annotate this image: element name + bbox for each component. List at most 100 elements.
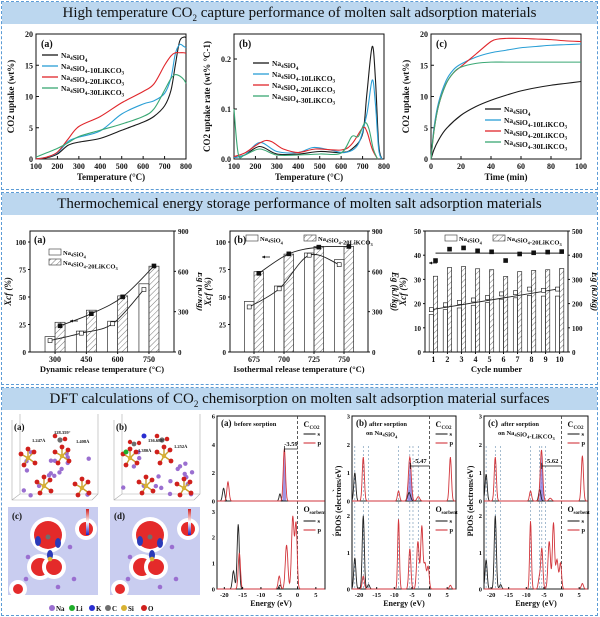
y-tick-label: 50 xyxy=(414,228,422,236)
atom-o xyxy=(181,476,187,482)
panel-note: before sorption xyxy=(234,421,277,428)
text-span: 4 xyxy=(281,75,284,81)
series-line-2 xyxy=(233,126,379,160)
bar-na4sio4-20likco3 xyxy=(447,267,452,353)
text-span: Na xyxy=(318,236,327,243)
atom-na xyxy=(189,470,195,475)
atom-o xyxy=(25,446,31,452)
fit-line xyxy=(431,288,558,311)
x-axis-label: Energy (eV) xyxy=(250,599,292,608)
text-span: O xyxy=(304,505,310,514)
atom-na xyxy=(67,544,73,550)
atom-na xyxy=(131,464,137,469)
energy-point-filled xyxy=(151,263,157,269)
x-tick-label: 0 xyxy=(429,162,433,171)
plot-frame xyxy=(351,415,457,590)
energy-point-open xyxy=(541,287,546,293)
text-span: Na xyxy=(63,250,72,257)
atom-legend-label: C xyxy=(112,605,117,613)
x-tick-label: 0 xyxy=(296,592,299,599)
y-tick-label: 3 xyxy=(479,414,483,421)
density-negative xyxy=(137,536,143,546)
atom-legend-label: O xyxy=(148,605,154,613)
x-tick-label: 7 xyxy=(516,355,520,364)
atom-legend-label: K xyxy=(96,605,102,613)
y-tick-label: 1 xyxy=(479,550,482,557)
x-tick-label: 750 xyxy=(143,355,155,364)
x-tick-label: -10 xyxy=(522,592,531,599)
panel-label: (a) xyxy=(221,418,232,428)
x-axis-label: Time (min) xyxy=(484,172,527,182)
legend-label: Na4SiO4-10LiKCO3 xyxy=(504,116,568,131)
atom-si xyxy=(161,453,167,459)
text-span: - xyxy=(341,239,343,246)
gap-value: -5.62 xyxy=(545,458,559,465)
pdos-b: -20 -15 -10 -5 0 5 0 1 2 3 0 1 2 Energy (eV) PDOS (ele… xyxy=(334,414,458,609)
energy-point-filled xyxy=(475,248,480,254)
atom-legend-icon-o xyxy=(141,605,147,611)
plot-frame xyxy=(233,33,385,160)
text-span: SiO xyxy=(516,140,528,149)
text-span: 4 xyxy=(268,239,271,244)
text-span: 4 xyxy=(85,58,88,64)
bar-na4sio4-20likco3 xyxy=(503,276,509,353)
text-span: on Na xyxy=(366,430,383,437)
panel-label: (a) xyxy=(41,39,53,50)
bottom-p-curve xyxy=(352,519,456,590)
atom-legend-label: Li xyxy=(76,605,83,613)
text-span: 4 xyxy=(296,77,299,83)
atom-o xyxy=(187,479,193,485)
atom-si xyxy=(59,453,65,459)
text-span: on Na xyxy=(498,430,515,437)
top-legend-subscript: CO2 xyxy=(442,426,453,431)
bar-na4sio4 xyxy=(512,297,518,353)
x-tick-label: -10 xyxy=(257,592,266,599)
text-span: SiO xyxy=(73,64,85,73)
text-span: Na xyxy=(504,116,513,125)
text-span: Na xyxy=(504,138,513,147)
x-tick-label: 500 xyxy=(116,162,128,171)
y-tick-label: 15 xyxy=(25,61,33,70)
series-line-3 xyxy=(35,73,187,158)
colorbar xyxy=(188,509,191,535)
text-span: 4 xyxy=(70,78,73,84)
x-tick-label: 300 xyxy=(49,355,61,364)
panel-label: (c) xyxy=(436,39,447,50)
atom-o xyxy=(37,490,43,496)
y-tick-label: 10 xyxy=(414,325,422,333)
plot-frame xyxy=(483,415,589,590)
x-tick-label: 40 xyxy=(487,162,495,171)
text-span: 20 xyxy=(532,239,539,246)
text-span: - xyxy=(86,263,88,270)
atom-o xyxy=(123,462,129,468)
legend-label: Na4SiO4-30LiKCO3 xyxy=(272,92,336,107)
text-span: C xyxy=(436,420,442,429)
text-span: - xyxy=(87,77,90,86)
y-tick-label: 2 xyxy=(479,442,482,449)
bottom-legend-title: O xyxy=(436,505,442,514)
filled-peak-area xyxy=(407,457,413,501)
atom-si xyxy=(47,556,53,562)
energy-point-open xyxy=(485,295,490,300)
y-axis-label: CO2 uptake (wt%) xyxy=(401,60,411,134)
y2-tick-label: 400 xyxy=(572,252,583,260)
unit-cell-frame xyxy=(11,414,99,501)
text-span: 4 xyxy=(382,433,385,438)
legend-label: p xyxy=(582,527,586,534)
legend-label: p xyxy=(318,527,322,534)
y2-tick-label: 200 xyxy=(572,301,583,309)
text-span: Na xyxy=(272,59,281,68)
text-span: 30 xyxy=(90,88,98,97)
atom-na xyxy=(125,576,131,582)
energy-point-filled xyxy=(286,251,292,257)
atom-c xyxy=(45,534,51,540)
text-span: - xyxy=(530,120,533,129)
bar-na4sio4-20likco3 xyxy=(489,269,495,353)
text-span: SiO xyxy=(385,432,395,439)
legend-label: Na4SiO4-30LiKCO3 xyxy=(61,84,125,99)
atom-o xyxy=(21,462,27,468)
atom-o xyxy=(157,460,163,466)
top-s-curve xyxy=(217,487,325,502)
text-span: 20 xyxy=(301,85,309,94)
section-dft: DFT calculations of CO2 chemisorption on… xyxy=(1,387,598,616)
